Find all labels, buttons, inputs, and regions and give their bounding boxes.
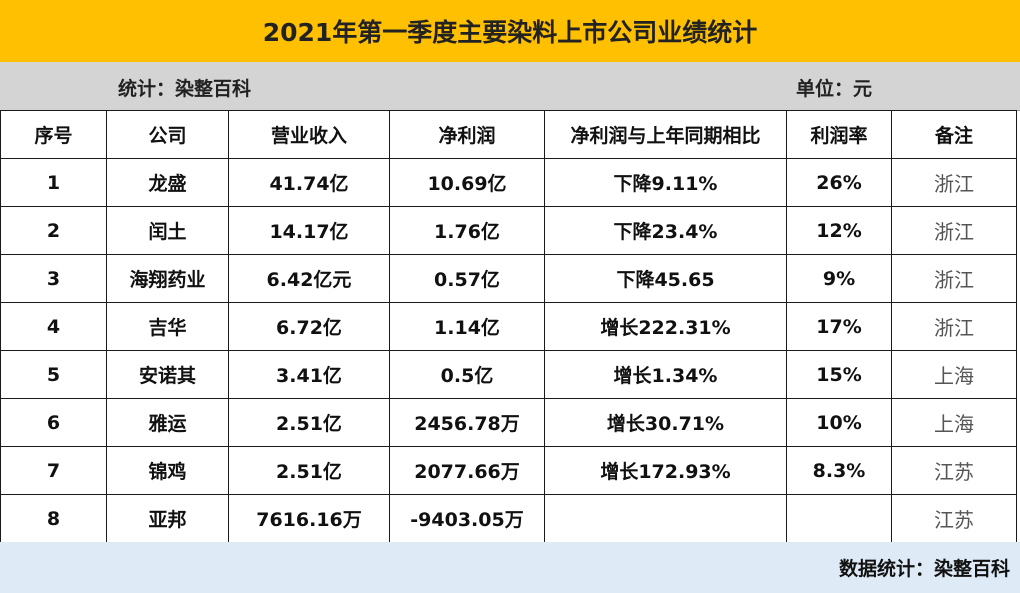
cell-index[interactable]: 5 <box>0 350 107 399</box>
cell-company[interactable]: 海翔药业 <box>106 254 229 303</box>
cell-yoy-change[interactable] <box>544 494 787 543</box>
cell-revenue[interactable]: 6.42亿元 <box>228 254 390 303</box>
data-table: 序号 公司 营业收入 净利润 净利润与上年同期相比 利润率 备注 1 龙盛 41… <box>0 110 1017 543</box>
cell-note[interactable]: 上海 <box>891 398 1017 447</box>
cell-index[interactable]: 3 <box>0 254 107 303</box>
cell-margin[interactable] <box>786 494 892 543</box>
cell-revenue[interactable]: 41.74亿 <box>228 158 390 207</box>
cell-note[interactable]: 浙江 <box>891 254 1017 303</box>
cell-yoy-change[interactable]: 增长222.31% <box>544 302 787 351</box>
cell-revenue[interactable]: 14.17亿 <box>228 206 390 255</box>
header-yoy-change[interactable]: 净利润与上年同期相比 <box>544 110 787 159</box>
header-note[interactable]: 备注 <box>891 110 1017 159</box>
header-margin[interactable]: 利润率 <box>786 110 892 159</box>
cell-company[interactable]: 雅运 <box>106 398 229 447</box>
cell-net-profit[interactable]: 1.14亿 <box>389 302 545 351</box>
table-row: 2 闰土 14.17亿 1.76亿 下降23.4% 12% 浙江 <box>0 206 1017 255</box>
cell-revenue[interactable]: 2.51亿 <box>228 446 390 495</box>
cell-margin[interactable]: 8.3% <box>786 446 892 495</box>
cell-note[interactable]: 浙江 <box>891 302 1017 351</box>
table-row: 8 亚邦 7616.16万 -9403.05万 江苏 <box>0 494 1017 543</box>
table-row: 5 安诺其 3.41亿 0.5亿 增长1.34% 15% 上海 <box>0 350 1017 399</box>
table-row: 1 龙盛 41.74亿 10.69亿 下降9.11% 26% 浙江 <box>0 158 1017 207</box>
table-row: 3 海翔药业 6.42亿元 0.57亿 下降45.65 9% 浙江 <box>0 254 1017 303</box>
cell-margin[interactable]: 10% <box>786 398 892 447</box>
cell-revenue[interactable]: 6.72亿 <box>228 302 390 351</box>
cell-note[interactable]: 上海 <box>891 350 1017 399</box>
cell-yoy-change[interactable]: 下降9.11% <box>544 158 787 207</box>
cell-net-profit[interactable]: 2077.66万 <box>389 446 545 495</box>
page-title: 2021年第一季度主要染料上市公司业绩统计 <box>262 18 758 47</box>
cell-yoy-change[interactable]: 增长1.34% <box>544 350 787 399</box>
info-bar: 统计：染整百科 单位：元 <box>0 62 1020 111</box>
cell-net-profit[interactable]: 2456.78万 <box>389 398 545 447</box>
cell-index[interactable]: 6 <box>0 398 107 447</box>
cell-margin[interactable]: 15% <box>786 350 892 399</box>
cell-company[interactable]: 吉华 <box>106 302 229 351</box>
cell-net-profit[interactable]: 0.5亿 <box>389 350 545 399</box>
cell-yoy-change[interactable]: 下降23.4% <box>544 206 787 255</box>
cell-index[interactable]: 2 <box>0 206 107 255</box>
cell-company[interactable]: 亚邦 <box>106 494 229 543</box>
cell-index[interactable]: 4 <box>0 302 107 351</box>
title-bar: 2021年第一季度主要染料上市公司业绩统计 <box>0 0 1020 63</box>
cell-yoy-change[interactable]: 增长30.71% <box>544 398 787 447</box>
cell-company[interactable]: 锦鸡 <box>106 446 229 495</box>
unit-label: 单位：元 <box>796 78 873 100</box>
table-row: 6 雅运 2.51亿 2456.78万 增长30.71% 10% 上海 <box>0 398 1017 447</box>
cell-note[interactable]: 江苏 <box>891 494 1017 543</box>
cell-yoy-change[interactable]: 下降45.65 <box>544 254 787 303</box>
cell-margin[interactable]: 12% <box>786 206 892 255</box>
cell-note[interactable]: 浙江 <box>891 206 1017 255</box>
footer-bar: 数据统计：染整百科 <box>0 542 1020 593</box>
source-label: 统计：染整百科 <box>118 78 252 100</box>
cell-revenue[interactable]: 3.41亿 <box>228 350 390 399</box>
header-company[interactable]: 公司 <box>106 110 229 159</box>
footer-source: 数据统计：染整百科 <box>838 558 1010 580</box>
header-net-profit[interactable]: 净利润 <box>389 110 545 159</box>
cell-margin[interactable]: 9% <box>786 254 892 303</box>
cell-company[interactable]: 龙盛 <box>106 158 229 207</box>
cell-company[interactable]: 闰土 <box>106 206 229 255</box>
table-row: 4 吉华 6.72亿 1.14亿 增长222.31% 17% 浙江 <box>0 302 1017 351</box>
cell-net-profit[interactable]: -9403.05万 <box>389 494 545 543</box>
cell-yoy-change[interactable]: 增长172.93% <box>544 446 787 495</box>
cell-margin[interactable]: 26% <box>786 158 892 207</box>
header-index[interactable]: 序号 <box>0 110 107 159</box>
cell-revenue[interactable]: 7616.16万 <box>228 494 390 543</box>
cell-company[interactable]: 安诺其 <box>106 350 229 399</box>
cell-revenue[interactable]: 2.51亿 <box>228 398 390 447</box>
header-revenue[interactable]: 营业收入 <box>228 110 390 159</box>
header-row: 序号 公司 营业收入 净利润 净利润与上年同期相比 利润率 备注 <box>0 110 1017 159</box>
table-row: 7 锦鸡 2.51亿 2077.66万 增长172.93% 8.3% 江苏 <box>0 446 1017 495</box>
cell-note[interactable]: 江苏 <box>891 446 1017 495</box>
cell-index[interactable]: 7 <box>0 446 107 495</box>
cell-index[interactable]: 8 <box>0 494 107 543</box>
cell-net-profit[interactable]: 1.76亿 <box>389 206 545 255</box>
cell-note[interactable]: 浙江 <box>891 158 1017 207</box>
cell-net-profit[interactable]: 0.57亿 <box>389 254 545 303</box>
cell-margin[interactable]: 17% <box>786 302 892 351</box>
cell-net-profit[interactable]: 10.69亿 <box>389 158 545 207</box>
cell-index[interactable]: 1 <box>0 158 107 207</box>
